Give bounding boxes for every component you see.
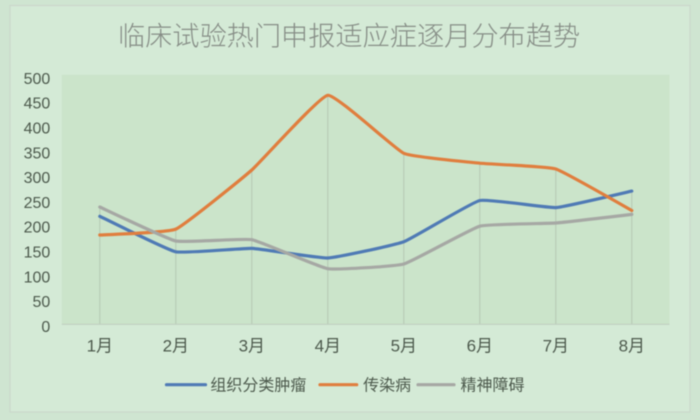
svg-text:临床试验热门申报适应症逐月分布趋势: 临床试验热门申报适应症逐月分布趋势: [118, 21, 580, 52]
svg-text:8月: 8月: [619, 337, 645, 356]
svg-text:组织分类肿瘤: 组织分类肿瘤: [210, 376, 306, 394]
svg-text:50: 50: [33, 294, 51, 311]
svg-text:4月: 4月: [315, 337, 341, 356]
svg-text:250: 250: [24, 195, 51, 212]
svg-text:150: 150: [24, 245, 51, 262]
svg-text:200: 200: [24, 220, 51, 237]
svg-text:100: 100: [24, 269, 51, 286]
svg-text:6月: 6月: [467, 337, 493, 356]
svg-text:7月: 7月: [543, 337, 569, 356]
svg-text:精神障碍: 精神障碍: [461, 376, 525, 394]
svg-text:5月: 5月: [391, 337, 417, 356]
svg-text:1月: 1月: [87, 337, 113, 356]
svg-text:3月: 3月: [239, 337, 265, 356]
svg-text:2月: 2月: [163, 337, 189, 356]
svg-text:0: 0: [41, 319, 50, 336]
svg-text:300: 300: [24, 170, 51, 187]
svg-text:450: 450: [24, 96, 51, 113]
svg-text:传染病: 传染病: [363, 376, 411, 394]
svg-text:500: 500: [24, 71, 51, 88]
svg-text:350: 350: [24, 145, 51, 162]
svg-text:400: 400: [24, 121, 51, 138]
